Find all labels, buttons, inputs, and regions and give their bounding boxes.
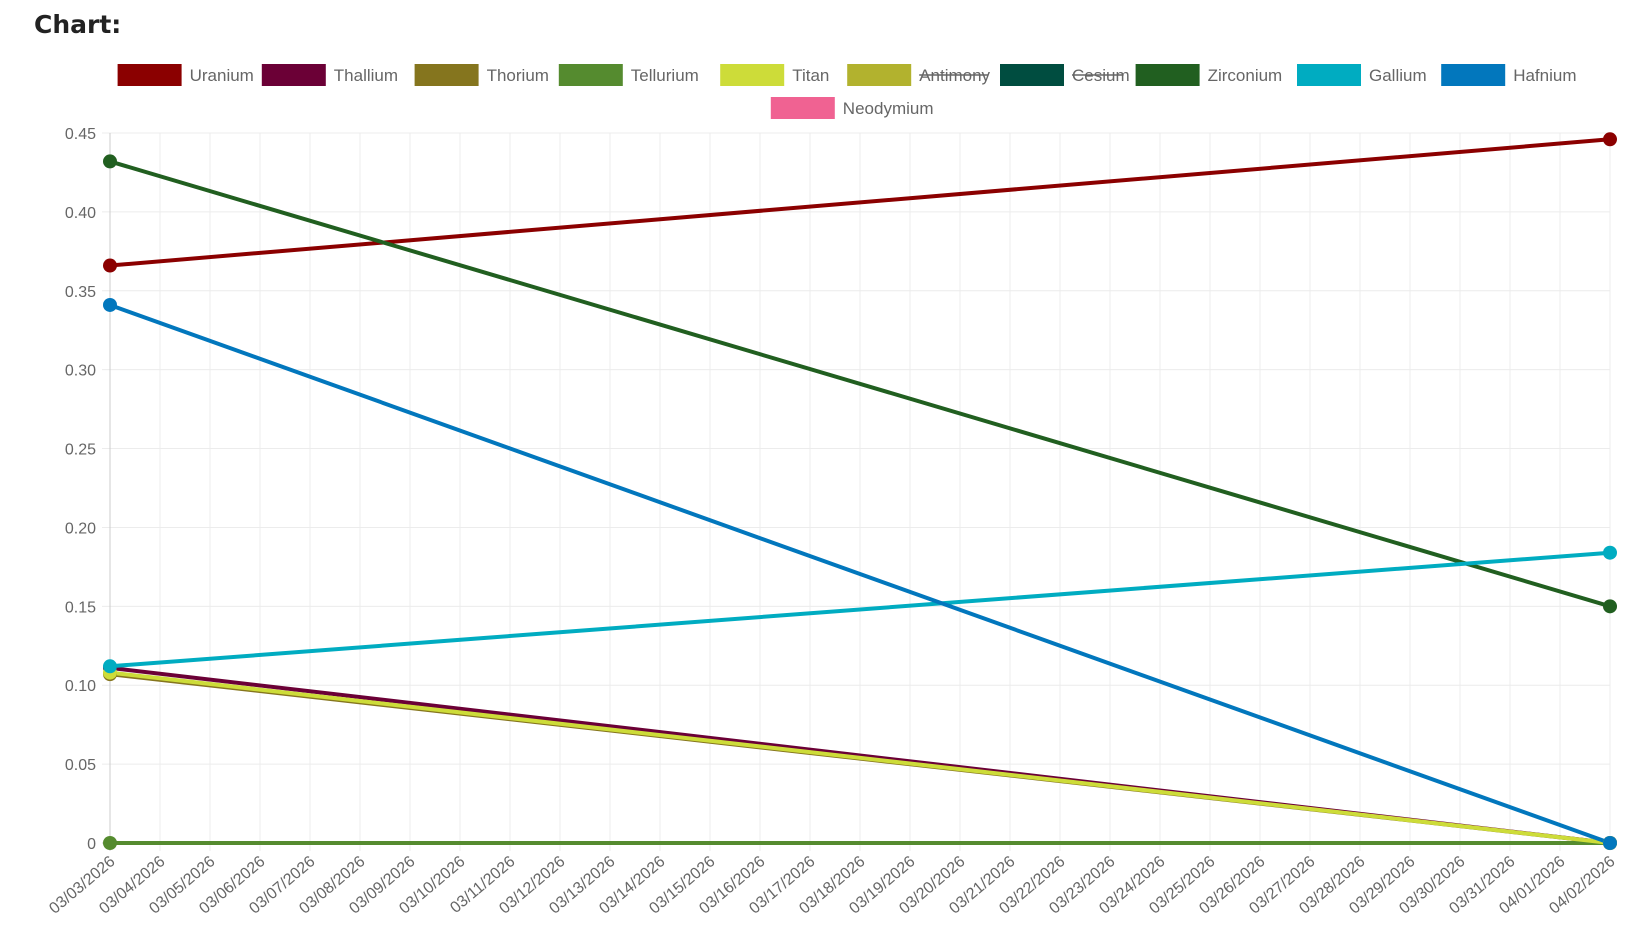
y-tick-label: 0.45: [65, 126, 96, 143]
data-point-uranium[interactable]: [1603, 132, 1617, 147]
series-lines: [108, 137, 1612, 845]
series-line-uranium: [108, 137, 1612, 268]
y-tick-label: 0.30: [65, 363, 96, 380]
series-line-titan: [108, 670, 1612, 845]
legend-item-thorium[interactable]: Thorium: [414, 64, 549, 86]
y-tick-label: 0.40: [65, 205, 96, 222]
legend-label: Tellurium: [631, 66, 699, 85]
y-tick-label: 0.05: [65, 757, 96, 774]
legend-item-cesium[interactable]: Cesium: [1000, 64, 1130, 86]
y-tick-label: 0.20: [65, 520, 96, 537]
data-point-uranium[interactable]: [103, 258, 117, 273]
legend-item-neodymium[interactable]: Neodymium: [770, 97, 934, 119]
y-axis-ticks: 0 0.05 0.10 0.15 0.20 0.25 0.30 0.35 0.40 0.45: [65, 126, 96, 853]
data-point-zirconium[interactable]: [103, 154, 117, 169]
data-point-hafnium[interactable]: [1603, 836, 1617, 850]
series-line-gallium: [108, 550, 1612, 669]
legend-item-zirconium[interactable]: Zirconium: [1135, 64, 1283, 86]
y-tick-label: 0: [87, 836, 96, 853]
data-point-hafnium[interactable]: [103, 297, 117, 312]
y-tick-label: 0.35: [65, 284, 96, 301]
chart-legend: Uranium Thallium Thorium Tellurium Titan Anti…: [117, 64, 1577, 119]
legend-label: Uranium: [190, 66, 254, 85]
legend-swatch: [414, 64, 479, 86]
x-axis-ticks: 03/03/202603/04/202603/05/202603/06/2026…: [46, 853, 1618, 918]
data-point-gallium[interactable]: [103, 659, 117, 674]
legend-label: Thallium: [334, 66, 398, 85]
data-point-tellurium[interactable]: [103, 836, 117, 850]
legend-swatch: [720, 64, 785, 86]
data-point-gallium[interactable]: [1603, 545, 1617, 560]
legend-item-tellurium[interactable]: Tellurium: [558, 64, 699, 86]
legend-swatch: [1297, 64, 1361, 86]
legend-swatch: [1000, 64, 1064, 86]
legend-label: Hafnium: [1513, 66, 1576, 85]
legend-label: Neodymium: [843, 99, 934, 118]
series-line-zirconium: [108, 159, 1612, 609]
series-line-hafnium: [108, 303, 1612, 845]
legend-swatch: [558, 64, 623, 86]
legend-swatch: [117, 64, 182, 86]
legend-swatch: [261, 64, 326, 86]
series-points: [103, 132, 1617, 850]
legend-label: Titan: [792, 66, 829, 85]
legend-label: Gallium: [1369, 66, 1427, 85]
legend-swatch: [1135, 64, 1200, 86]
legend-item-antimony[interactable]: Antimony: [847, 64, 991, 86]
legend-item-uranium[interactable]: Uranium: [117, 64, 254, 86]
legend-label: Zirconium: [1208, 66, 1283, 85]
y-tick-label: 0.25: [65, 442, 96, 459]
y-tick-label: 0.10: [65, 678, 96, 695]
legend-item-thallium[interactable]: Thallium: [261, 64, 398, 86]
legend-item-gallium[interactable]: Gallium: [1297, 64, 1427, 86]
page-title: Chart:: [34, 10, 122, 39]
chart-grid: [102, 132, 1611, 851]
data-point-zirconium[interactable]: [1603, 599, 1617, 614]
legend-swatch: [847, 64, 912, 86]
legend-item-hafnium[interactable]: Hafnium: [1441, 64, 1577, 86]
legend-swatch: [770, 97, 835, 119]
legend-label: Thorium: [487, 66, 549, 85]
y-tick-label: 0.15: [65, 599, 96, 616]
legend-swatch: [1441, 64, 1506, 86]
legend-item-titan[interactable]: Titan: [720, 64, 829, 86]
